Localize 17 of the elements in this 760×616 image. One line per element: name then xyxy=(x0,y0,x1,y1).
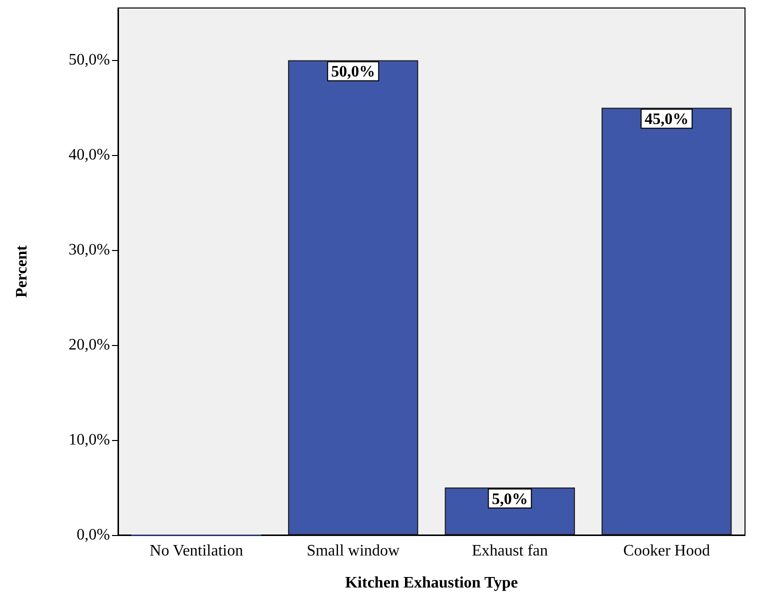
data-label: 50,0% xyxy=(331,64,376,81)
data-label: 5,0% xyxy=(492,491,528,508)
y-tick-label: 10,0% xyxy=(68,432,110,449)
y-tick-label: 40,0% xyxy=(68,146,110,164)
x-tick-label: Cooker Hood xyxy=(623,542,710,560)
bar xyxy=(288,60,418,535)
y-tick-label: 20,0% xyxy=(68,336,110,354)
bar xyxy=(602,108,732,535)
y-axis-title: Percent xyxy=(14,244,30,298)
x-tick-label: No Ventilation xyxy=(150,542,244,560)
x-tick-label: Exhaust fan xyxy=(472,542,548,560)
y-tick-label: 50,0% xyxy=(68,52,110,69)
y-tick-label: 30,0% xyxy=(68,242,110,259)
x-axis-title: Kitchen Exhaustion Type xyxy=(345,574,518,592)
y-tick-label: 0,0% xyxy=(76,526,110,544)
x-tick-label: Small window xyxy=(306,542,400,560)
data-label: 45,0% xyxy=(644,111,689,128)
